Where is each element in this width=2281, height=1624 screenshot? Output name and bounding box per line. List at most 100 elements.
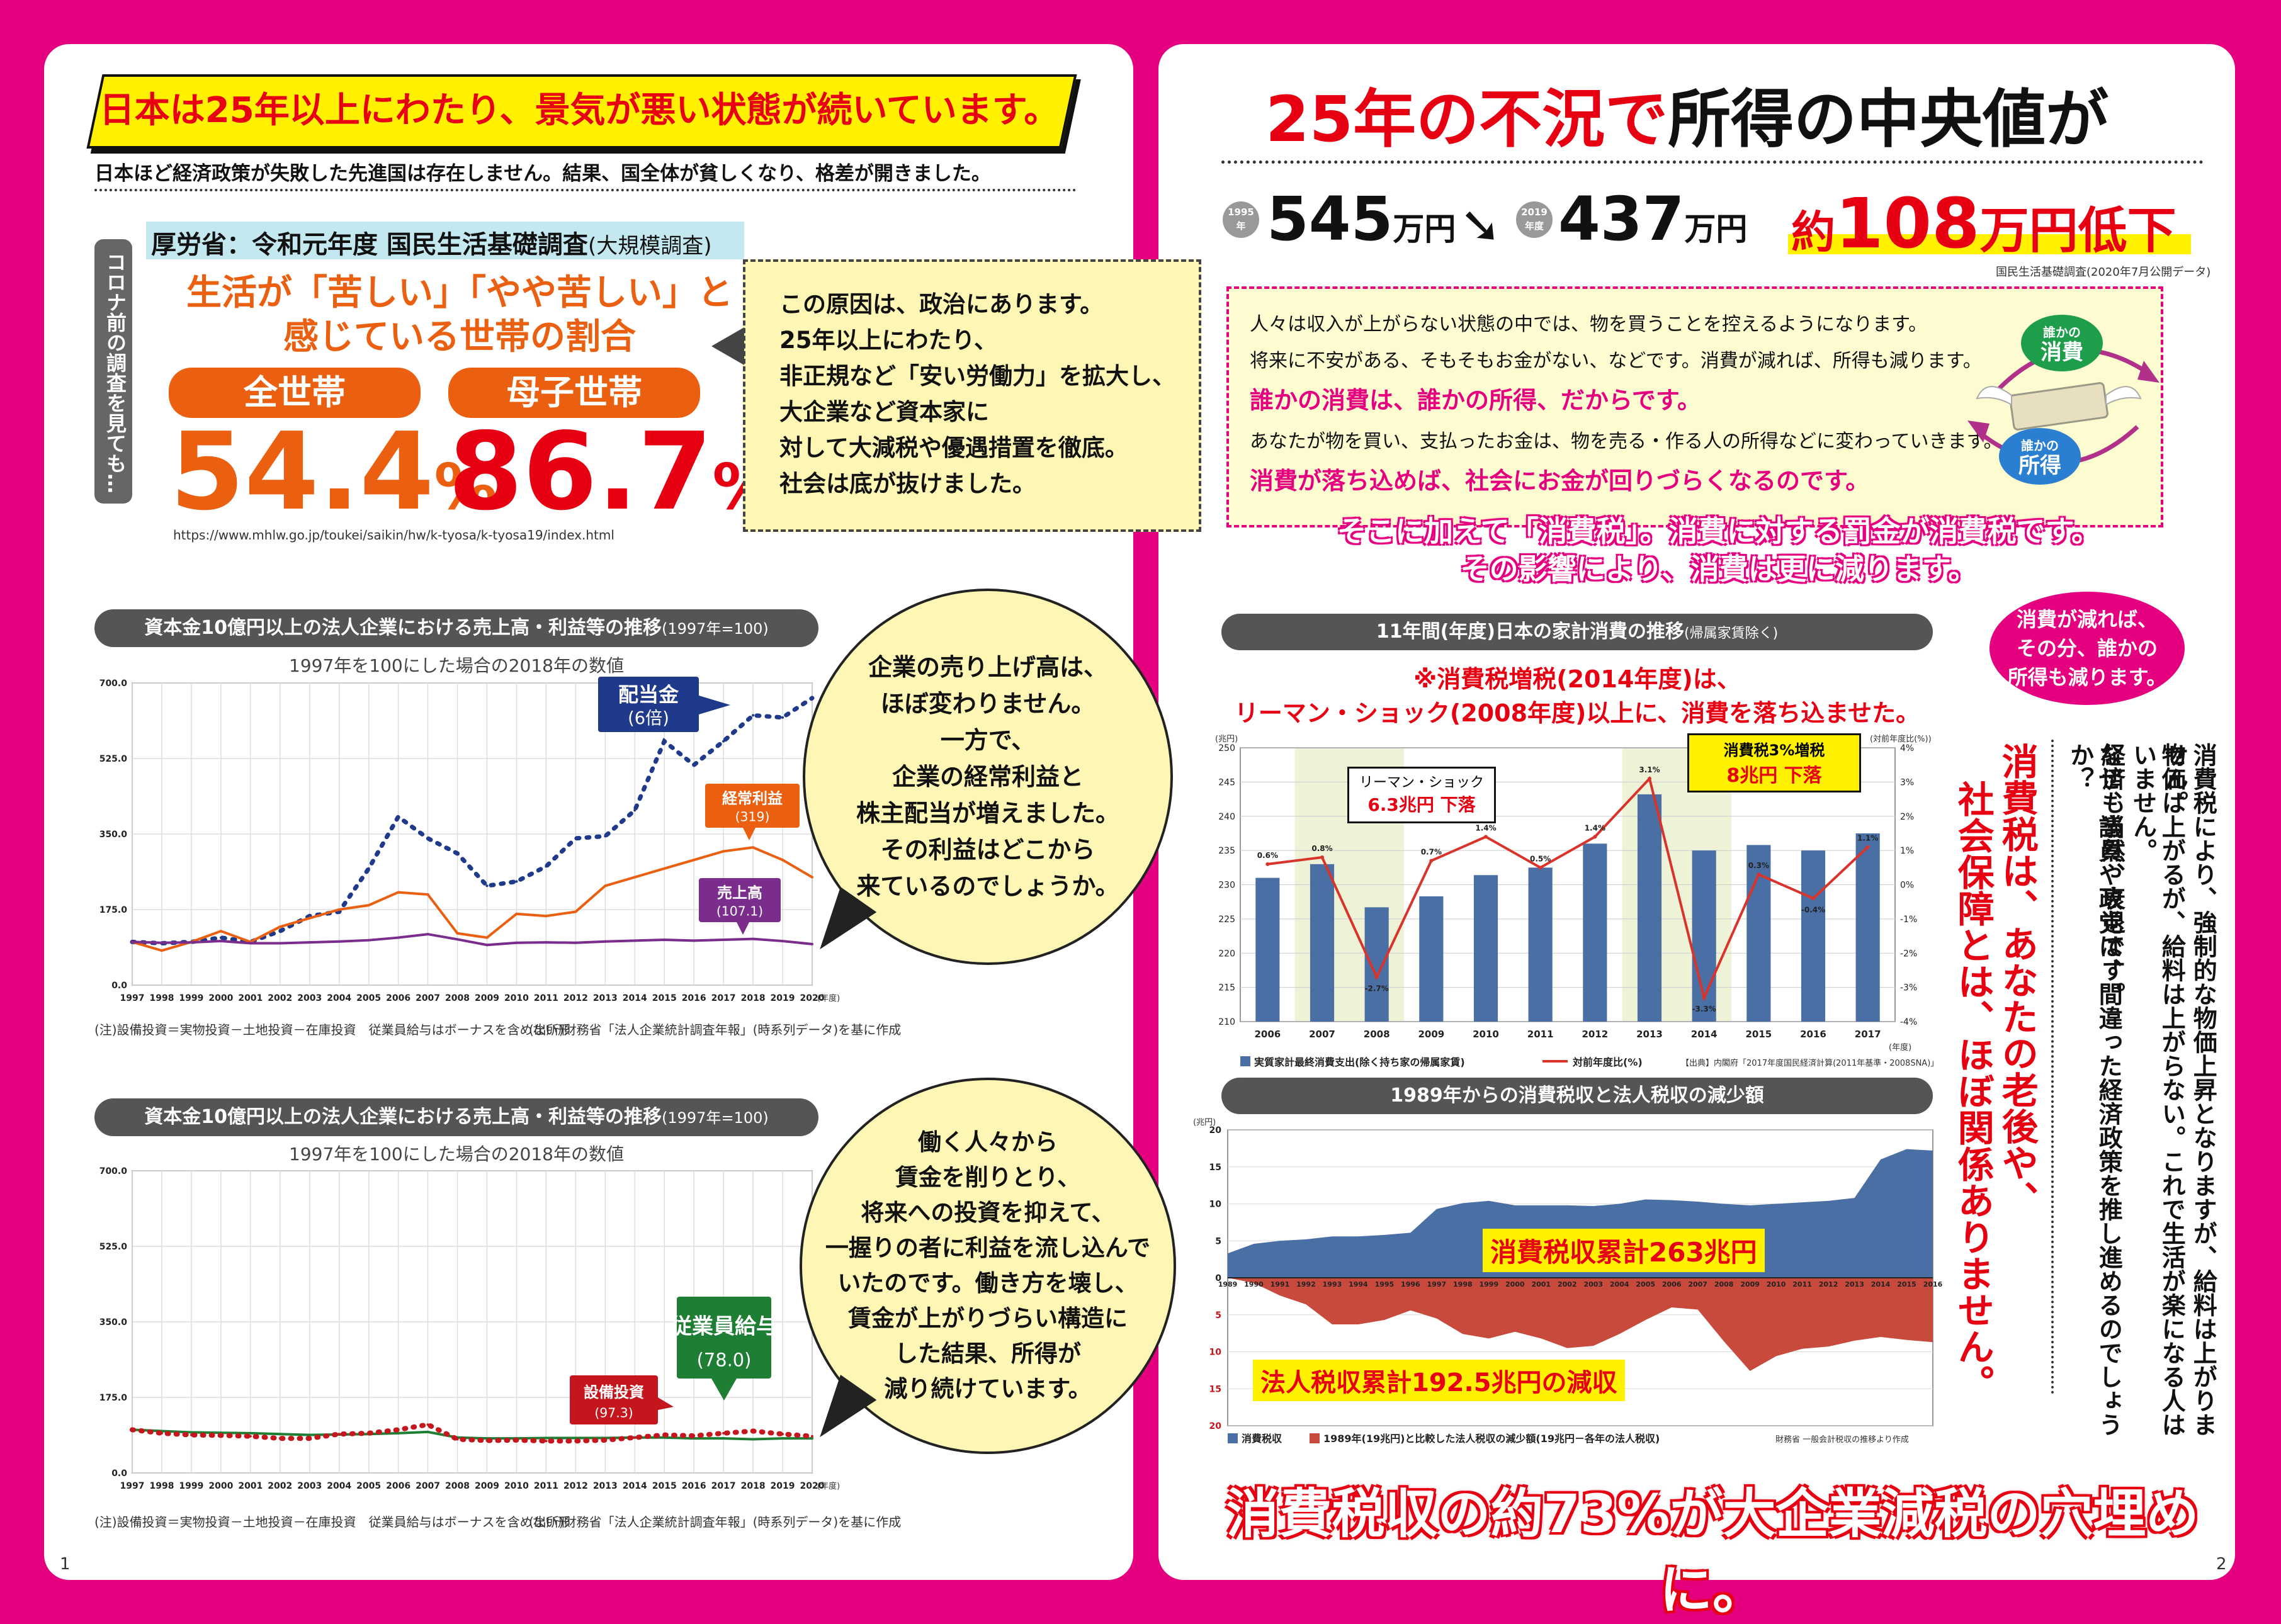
x-tick-label: 1995	[1375, 1280, 1395, 1288]
survey-heading-2: 感じている世帯の割合	[283, 317, 636, 358]
x-tick-label: 2010	[1767, 1280, 1786, 1288]
headline-rule	[1221, 161, 2204, 164]
chart4-source: 財務省 一般会計税収の推移より作成	[1775, 1435, 1909, 1445]
y-tick-label: 0.0	[111, 1469, 127, 1479]
bubble-wages-line: した結果、所得が	[895, 1340, 1081, 1367]
x-tick-label: 1997	[1427, 1280, 1447, 1288]
callout-value: (107.1)	[716, 904, 763, 919]
pct-line	[1267, 775, 1869, 1002]
down-arrow-icon: ➘	[1459, 196, 1502, 254]
x-tick-label: 2008	[1714, 1280, 1734, 1288]
v-black-col2: 物価は上がるが、給料は上がらない。これで生活が楽になる人はいません。	[2129, 743, 2186, 1436]
data-point	[219, 940, 222, 943]
y-tick-label: 175.0	[99, 905, 128, 915]
reason-line: 対して大減税や優遇措置を徹底。	[779, 434, 1128, 461]
chart1-title-main: 資本金10億円以上の法人企業における売上高・利益等の推移	[144, 617, 662, 639]
survey-url[interactable]: https://www.mhlw.go.jp/toukei/saikin/hw/…	[173, 527, 614, 543]
data-point	[781, 940, 784, 943]
callout-value: (319)	[735, 809, 770, 825]
data-point	[397, 891, 400, 894]
year2-bottom: 年度	[1524, 220, 1544, 232]
reason-line: 大企業など資本家に	[779, 398, 989, 426]
x-unit-label: (年度)	[817, 993, 840, 1003]
pink-badge: 消費が減れば、 その分、誰かの 所得も減ります。	[1990, 592, 2185, 705]
x-tick-label: 2020	[800, 993, 825, 1003]
x-tick-label: 1999	[179, 993, 203, 1003]
x-tick-label: 2012	[1582, 1029, 1608, 1040]
survey-heading-1: 生活が「苦しい」「やや苦しい」と	[186, 273, 733, 313]
x-tick-label: 2011	[534, 1481, 558, 1491]
cycle-income-small: 誰かの	[2021, 438, 2059, 453]
x-tick-label: 2009	[475, 993, 499, 1003]
lehman-label: リーマン・ショック	[1359, 775, 1484, 791]
reason-line: 25年以上にわたり、	[779, 327, 998, 354]
x-tick-label: 2018	[741, 1481, 766, 1491]
data-point	[693, 859, 696, 862]
pct-point	[1374, 975, 1379, 979]
x-tick-label: 2016	[682, 1481, 706, 1491]
callout-value: (97.3)	[594, 1405, 633, 1420]
callout-value: (78.0)	[697, 1350, 752, 1371]
data-point	[131, 940, 133, 944]
data-point	[131, 1428, 133, 1431]
pink-badge-line: 所得も減ります。	[2007, 665, 2167, 689]
data-point	[397, 815, 400, 818]
data-point	[397, 1428, 400, 1431]
drop-post: 万円低下	[1979, 203, 2176, 259]
x-tick-label: 1993	[1323, 1280, 1342, 1288]
data-point	[160, 1431, 163, 1435]
side-tag-text: コロナ前の調査を見ても…	[103, 252, 127, 493]
data-point	[663, 867, 666, 870]
legend-label-bar: 実質家計最終消費支出(除く持ち家の帰属家賃)	[1254, 1056, 1465, 1068]
data-point	[397, 1431, 400, 1435]
x-tick-label: 2013	[593, 1481, 618, 1491]
callout-label: 設備投資	[584, 1384, 644, 1401]
x-tick-label: 2003	[297, 993, 322, 1003]
pct-label: -0.4%	[1801, 905, 1825, 914]
v-red-col1: 消費税は、あなたの老後や、	[1995, 743, 2039, 1217]
x-tick-label: 2017	[1855, 1029, 1881, 1040]
data-point	[456, 932, 459, 935]
chart3-source: 【出典】内閣府「2017年度国民経済計算(2011年基準・2008SNA)」	[1681, 1058, 1939, 1068]
value2: 437万円	[1558, 189, 1747, 249]
y-tick-label: 0	[1215, 1273, 1221, 1283]
data-point	[545, 1436, 548, 1440]
chart1: 1997 1998 1999 2000 2001 2002 2003 2004 2005 2006…	[99, 677, 840, 1003]
data-point	[633, 876, 637, 879]
bar	[1746, 845, 1771, 1022]
bubble-sales-line: 一方で、	[940, 726, 1036, 754]
x-tick-label: 2008	[445, 993, 470, 1003]
x-tick-label: 1992	[1296, 1280, 1316, 1288]
data-point	[190, 1433, 193, 1436]
series-line-経常利益	[132, 846, 813, 952]
cycle-consume-label: 消費	[2040, 340, 2083, 365]
x-tick-label: 2006	[1254, 1029, 1281, 1040]
left-subtitle: 日本ほど経済政策が失敗した先進国は存在しません。結果、国全体が貧しくなり、格差が…	[94, 162, 991, 185]
value1-number: 545	[1267, 184, 1393, 254]
x-tick-label: 2004	[1610, 1280, 1629, 1288]
v-black-col1: 消費税により、強制的な物価上昇となりますが、給料は上がりません。	[2160, 743, 2217, 1436]
x-tick-label: 2007	[416, 1481, 440, 1491]
pct-point	[1265, 862, 1270, 866]
data-point	[485, 936, 489, 939]
x-tick-label: 2013	[593, 993, 618, 1003]
cons-total-label: 消費税収累計263兆円	[1483, 1229, 1765, 1272]
data-point	[249, 1435, 252, 1438]
pct-point	[1702, 995, 1706, 1000]
y2-tick-label: -1%	[1900, 915, 1917, 925]
reason-line: 社会は底が抜けました。	[779, 470, 1036, 497]
x-tick-label: 2015	[1897, 1280, 1916, 1288]
data-point	[545, 1440, 548, 1443]
data-point	[811, 1437, 813, 1440]
x-tick-label: 2001	[238, 1481, 263, 1491]
y2-tick-label: -2%	[1900, 949, 1917, 959]
pct-label: 0.8%	[1311, 844, 1332, 853]
bubble-sales-line: 来ているのでしょうか。	[856, 872, 1119, 900]
chart2-title-main: 資本金10億円以上の法人企業における売上高・利益等の推移	[144, 1106, 662, 1128]
bar	[1583, 843, 1607, 1022]
data-point	[308, 1433, 311, 1436]
y-tick-label: 245	[1218, 777, 1235, 787]
right-headline-red: 25年の不況で	[1265, 82, 1668, 156]
wing-right-icon	[2105, 386, 2142, 406]
x-tick-label: 2011	[1792, 1280, 1812, 1288]
